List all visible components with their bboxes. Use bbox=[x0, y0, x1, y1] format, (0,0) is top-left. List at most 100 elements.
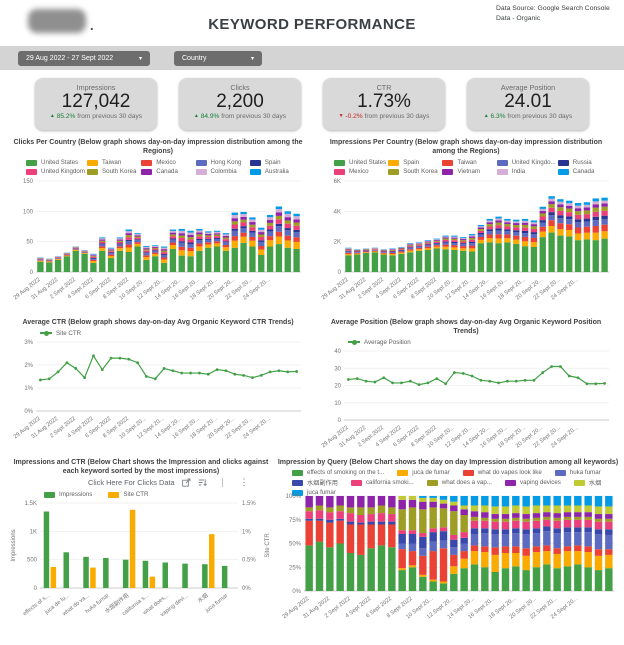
legend-item: vaping devices bbox=[504, 479, 561, 487]
legend-label: Taiwan bbox=[457, 159, 477, 167]
legend-swatch bbox=[496, 159, 508, 166]
scorecard-row: Impressions 127,042 ▲ 85.2% from previou… bbox=[0, 78, 624, 130]
more-options-icon[interactable]: ⋮ bbox=[239, 477, 249, 488]
date-range-value: 29 Aug 2022 - 27 Sept 2022 bbox=[26, 54, 114, 62]
legend-item: 水烟副作用 bbox=[292, 478, 338, 487]
legend-label: Canada bbox=[572, 168, 595, 176]
scorecard-label: Impressions bbox=[76, 83, 116, 92]
legend-item: United States bbox=[26, 159, 85, 166]
data-source-line1: Data Source: Google Search Console bbox=[496, 5, 610, 12]
chevron-down-icon: ▾ bbox=[138, 55, 142, 62]
scorecard-value: 24.01 bbox=[504, 91, 552, 112]
sort-icon[interactable] bbox=[198, 478, 207, 487]
scorecard-delta: ▼ -0.2% from previous 30 days bbox=[338, 112, 430, 120]
scorecard-delta: ▲ 6.3% from previous 30 days bbox=[483, 112, 573, 120]
chart-legend: Site CTR bbox=[10, 327, 306, 339]
legend-item: Australia bbox=[249, 168, 302, 175]
data-source-line2: Data - Organic bbox=[496, 14, 541, 22]
chart-title: Clicks Per Country (Below graph shows da… bbox=[13, 139, 303, 156]
date-range-filter[interactable]: 29 Aug 2022 - 27 Sept 2022 ▾ bbox=[18, 50, 150, 66]
legend-label: Average Position bbox=[364, 338, 411, 346]
scorecard-delta: ▲ 85.2% from previous 30 days bbox=[49, 112, 143, 120]
legend-item: juca de fumar bbox=[397, 469, 450, 476]
chart-legend: effects of smoking on the t... juca de fu… bbox=[276, 467, 620, 497]
legend-label: Russia bbox=[572, 159, 592, 167]
legend-swatch bbox=[554, 469, 566, 476]
legend-swatch bbox=[573, 479, 585, 486]
filter-bar: 29 Aug 2022 - 27 Sept 2022 ▾ Country ▾ bbox=[0, 46, 624, 70]
impression-by-query-panel: Impression by Query (Below Chart shows t… bbox=[276, 458, 620, 633]
legend-label: South Korea bbox=[102, 168, 137, 176]
legend-label: South Korea bbox=[403, 168, 438, 176]
legend-swatch bbox=[442, 168, 454, 175]
legend-swatch bbox=[141, 168, 153, 175]
legend-swatch bbox=[108, 491, 120, 498]
svg-text:0: 0 bbox=[338, 418, 342, 424]
legend-item: Spain bbox=[388, 159, 440, 166]
scorecard-clicks: Clicks 2,200 ▲ 84.9% from previous 30 da… bbox=[179, 78, 301, 130]
legend-label: United States bbox=[349, 159, 387, 167]
chart-legend: Average Position bbox=[318, 336, 614, 348]
chart-legend: Impressions Site CTR bbox=[8, 489, 274, 500]
country-filter[interactable]: Country ▾ bbox=[174, 50, 262, 66]
clicks-data-link[interactable]: Click Here For Clicks Data bbox=[88, 478, 175, 488]
svg-text:1.5K: 1.5K bbox=[25, 501, 37, 507]
svg-text:50%: 50% bbox=[289, 542, 302, 548]
average-ctr-panel: Average CTR (Below graph shows day-on-da… bbox=[10, 318, 306, 449]
svg-text:0%: 0% bbox=[24, 409, 33, 415]
svg-text:1.5%: 1.5% bbox=[242, 501, 256, 507]
svg-text:50: 50 bbox=[26, 240, 33, 246]
scorecard-label: CTR bbox=[376, 83, 392, 92]
legend-label: juca fumar bbox=[307, 489, 336, 497]
legend-swatch bbox=[141, 159, 153, 166]
legend-label: vaping devices bbox=[519, 479, 561, 487]
svg-text:3%: 3% bbox=[24, 340, 33, 346]
legend-label: Spain bbox=[403, 159, 420, 167]
legend-item: effects of smoking on the t... bbox=[292, 469, 384, 476]
svg-text:10: 10 bbox=[334, 401, 341, 407]
legend-label: Impressions bbox=[59, 491, 93, 499]
legend-swatch bbox=[426, 479, 438, 486]
svg-text:20: 20 bbox=[334, 384, 341, 390]
legend-item: huka fumar bbox=[554, 469, 601, 476]
legend-label: United States bbox=[41, 159, 79, 167]
svg-text:0.5%: 0.5% bbox=[242, 558, 256, 564]
svg-text:6K: 6K bbox=[334, 179, 341, 185]
legend-swatch bbox=[249, 168, 261, 175]
svg-text:30: 30 bbox=[334, 366, 341, 372]
svg-text:40: 40 bbox=[334, 349, 341, 355]
scorecard-value: 2,200 bbox=[216, 91, 264, 112]
legend-swatch bbox=[40, 330, 52, 336]
legend-swatch bbox=[557, 159, 569, 166]
legend-item: Vietnam bbox=[442, 168, 494, 175]
svg-text:1%: 1% bbox=[24, 386, 33, 392]
svg-text:100%: 100% bbox=[286, 494, 302, 500]
chevron-down-icon: ▾ bbox=[250, 55, 254, 62]
legend-swatch bbox=[292, 469, 303, 476]
legend-item: Mexico bbox=[141, 159, 193, 166]
legend-item: Canada bbox=[557, 168, 610, 176]
legend-item: what do vapes look like bbox=[462, 469, 542, 476]
svg-text:2K: 2K bbox=[334, 240, 341, 246]
legend-swatch bbox=[397, 469, 409, 476]
legend-label: Site CTR bbox=[56, 329, 82, 337]
scorecard-impressions: Impressions 127,042 ▲ 85.2% from previou… bbox=[35, 78, 157, 130]
legend-label: Taiwan bbox=[102, 159, 122, 167]
chart-toolbar: Click Here For Clicks Data ⋮ bbox=[8, 476, 274, 489]
legend-label: United Kingdom bbox=[41, 168, 86, 176]
impressions-and-ctr-panel: Impressions and CTR (Below Chart shows t… bbox=[8, 458, 274, 634]
chart-legend: United States Spain Taiwan United Kingdo...… bbox=[318, 156, 614, 178]
legend-swatch bbox=[249, 159, 261, 166]
country-filter-label: Country bbox=[182, 54, 207, 62]
toolbar-divider bbox=[221, 478, 223, 488]
svg-text:0%: 0% bbox=[242, 586, 251, 592]
legend-item: what does a vap... bbox=[426, 479, 492, 486]
export-chart-icon[interactable] bbox=[181, 478, 191, 487]
scorecard-ctr: CTR 1.73% ▼ -0.2% from previous 30 days bbox=[323, 78, 445, 130]
